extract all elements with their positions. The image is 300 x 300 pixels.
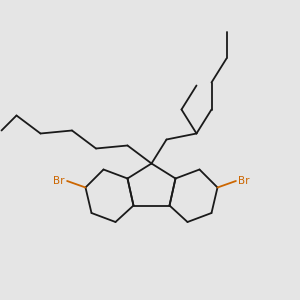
Text: Br: Br bbox=[53, 176, 65, 186]
Text: Br: Br bbox=[238, 176, 250, 186]
